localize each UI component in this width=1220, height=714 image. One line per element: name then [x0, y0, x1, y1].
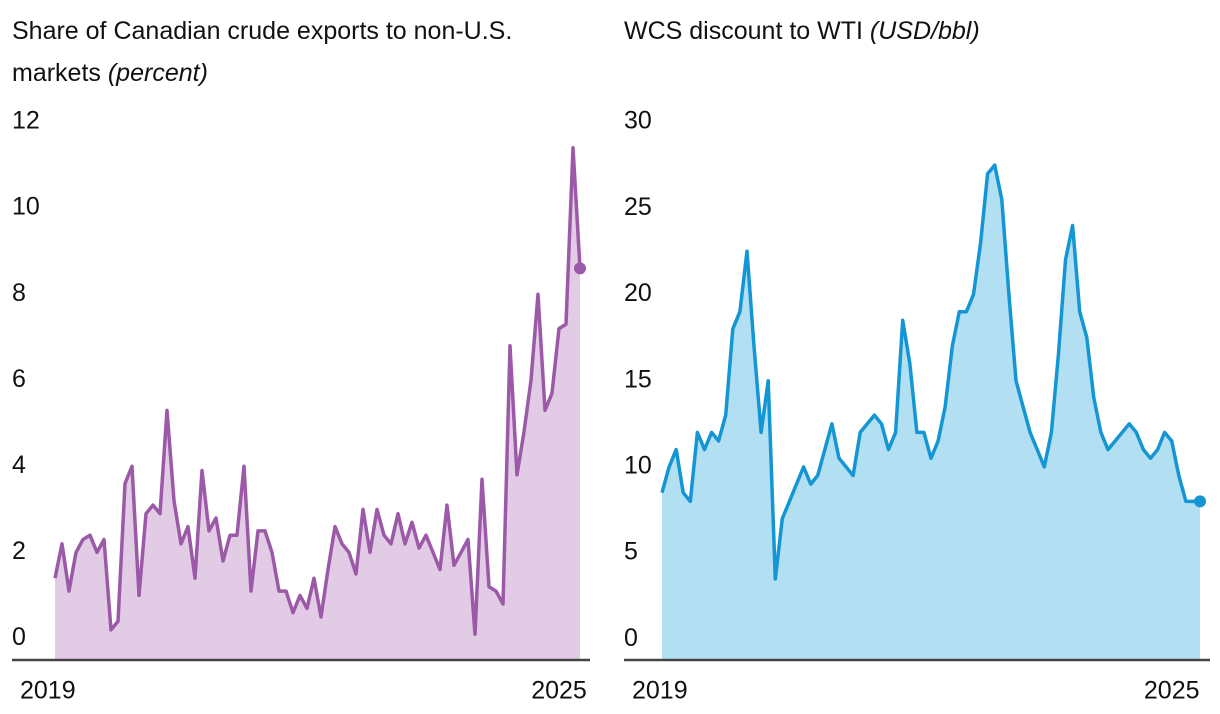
chart-title: Share of Canadian crude exports to non-U…	[12, 10, 602, 94]
title-text: WCS discount to WTI	[624, 17, 863, 45]
y-tick-label: 8	[12, 279, 26, 307]
y-tick-label: 6	[12, 365, 26, 393]
y-tick-label: 20	[624, 279, 652, 307]
title-text: Share of Canadian crude exports to non-U…	[12, 17, 513, 87]
x-tick-label: 2025	[1144, 677, 1200, 705]
line	[53, 146, 582, 636]
y-tick-label: 15	[624, 365, 652, 393]
end-point	[574, 262, 586, 275]
y-tick-label: 10	[12, 193, 40, 221]
area	[55, 147, 580, 661]
y-tick-label: 25	[624, 193, 652, 221]
y-tick-label: 12	[12, 107, 40, 135]
chart-title: WCS discount to WTI (USD/bbl)	[624, 10, 1214, 52]
unit-text: (percent)	[107, 59, 208, 87]
y-tick-label: 4	[12, 451, 26, 479]
line	[660, 163, 1200, 581]
x-tick-label: 2025	[531, 677, 587, 705]
x-tick-label: 2019	[632, 677, 688, 705]
y-tick-label: 2	[12, 537, 26, 565]
end-point	[1194, 495, 1207, 508]
y-tick-label: 0	[624, 624, 638, 652]
area	[662, 165, 1201, 660]
y-tick-label: 10	[624, 451, 652, 479]
x-tick-label: 2019	[20, 677, 76, 705]
y-tick-label: 30	[624, 107, 652, 135]
unit-text: (USD/bbl)	[869, 17, 980, 45]
y-tick-label: 0	[12, 623, 26, 651]
y-tick-label: 5	[624, 538, 638, 566]
